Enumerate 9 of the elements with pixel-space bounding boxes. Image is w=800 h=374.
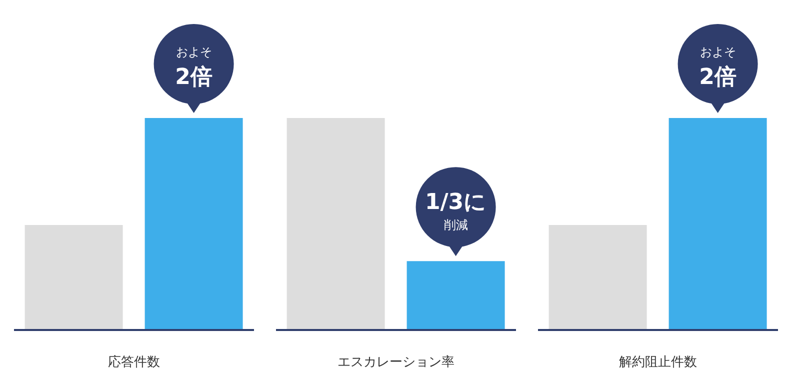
annotation: 1/3に bbox=[424, 190, 487, 216]
x-axis-title: エスカレーション率 bbox=[338, 354, 454, 370]
text: 2倍 bbox=[699, 65, 736, 90]
x-axis-title: 解約阻止件数 bbox=[619, 355, 697, 370]
text: およそ bbox=[176, 45, 212, 59]
text: およそ bbox=[700, 45, 736, 59]
text: 2倍 bbox=[175, 65, 212, 90]
x-axis-title: 応答件数 bbox=[108, 354, 160, 370]
annotation: 削減 bbox=[444, 218, 468, 232]
